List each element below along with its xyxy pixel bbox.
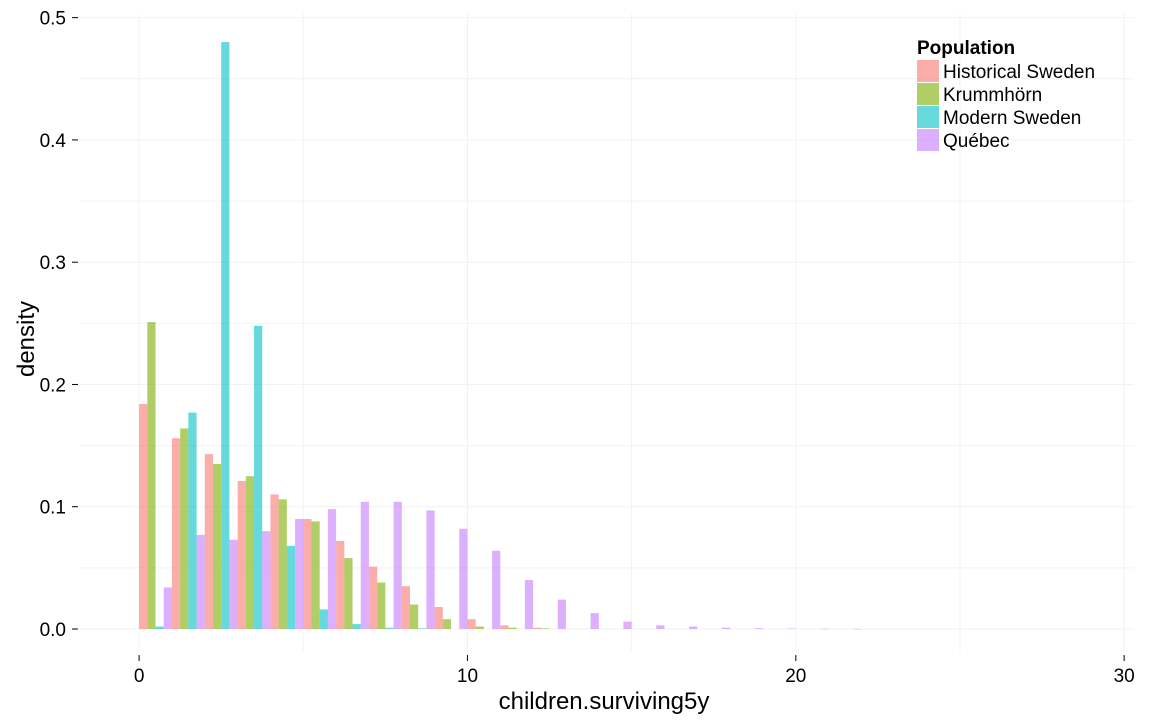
bar-modern-sweden-2	[221, 42, 230, 629]
bar-krummh-rn-1	[180, 428, 189, 629]
bar-qu-bec-20	[820, 628, 829, 630]
bar-krummh-rn-5	[311, 521, 320, 629]
y-tick-label: 0.4	[40, 131, 67, 152]
legend-label: Modern Sweden	[943, 108, 1081, 129]
bar-historical-sweden-1	[171, 438, 181, 629]
x-axis-title: children.surviving5y	[499, 688, 710, 715]
bar-qu-bec-12	[557, 599, 566, 629]
legend-title: Population	[917, 38, 1015, 59]
bar-qu-bec-14	[623, 621, 632, 629]
bar-qu-bec-4	[295, 518, 304, 629]
bar-historical-sweden-10	[467, 619, 476, 629]
bar-krummh-rn-6	[344, 558, 353, 629]
bar-qu-bec-16	[689, 626, 698, 629]
bar-qu-bec-2	[229, 539, 238, 629]
bar-qu-bec-5	[327, 509, 337, 629]
bar-qu-bec-19	[787, 628, 796, 630]
bar-historical-sweden-11	[500, 625, 509, 629]
x-tick-label: 30	[1114, 666, 1135, 687]
legend-key	[917, 60, 939, 82]
bar-krummh-rn-0	[147, 322, 156, 629]
bar-qu-bec-6	[360, 501, 369, 629]
bar-historical-sweden-8	[401, 586, 410, 629]
bars	[139, 42, 862, 630]
bar-qu-bec-17	[721, 627, 731, 629]
y-tick-label: 0.1	[40, 498, 66, 519]
bar-krummh-rn-11	[508, 627, 517, 629]
bar-modern-sweden-5	[319, 609, 328, 629]
bar-historical-sweden-3	[237, 481, 246, 629]
bar-historical-sweden-4	[270, 494, 279, 629]
legend: Population Historical SwedenKrummhörnMod…	[917, 38, 1095, 152]
bar-modern-sweden-6	[352, 624, 361, 629]
x-tick-label: 10	[457, 666, 478, 687]
legend-label: Historical Sweden	[943, 62, 1095, 83]
legend-label: Krummhörn	[943, 85, 1042, 106]
bar-qu-bec-18	[754, 628, 763, 629]
bar-modern-sweden-7	[385, 627, 394, 629]
bar-krummh-rn-8	[409, 604, 419, 629]
bar-historical-sweden-12	[533, 627, 542, 629]
bar-qu-bec-10	[492, 550, 501, 629]
bar-krummh-rn-12	[541, 628, 550, 629]
bar-historical-sweden-6	[336, 540, 345, 629]
bar-modern-sweden-8	[418, 628, 427, 629]
bar-qu-bec-11	[524, 580, 534, 629]
y-tick-label: 0.2	[40, 375, 66, 396]
axes: 0 10 20 30 0.0 0.1 0.2 0.3 0.4 0.5	[40, 9, 1135, 687]
bar-qu-bec-21	[853, 628, 862, 630]
bar-modern-sweden-1	[188, 412, 197, 629]
legend-key	[917, 129, 939, 151]
bar-qu-bec-9	[459, 528, 468, 629]
bar-krummh-rn-7	[377, 582, 386, 629]
bar-historical-sweden-0	[139, 404, 148, 629]
bar-qu-bec-15	[656, 625, 665, 629]
bar-krummh-rn-2	[212, 463, 222, 629]
bar-historical-sweden-7	[368, 566, 378, 629]
bar-modern-sweden-0	[155, 626, 164, 629]
bar-qu-bec-7	[393, 501, 402, 629]
legend-key	[917, 106, 939, 128]
y-tick-label: 0.3	[40, 253, 66, 274]
y-axis-title: density	[13, 301, 40, 377]
bar-qu-bec-3	[262, 531, 271, 629]
legend-key	[917, 83, 939, 105]
bar-qu-bec-1	[196, 534, 205, 629]
bar-krummh-rn-3	[245, 476, 255, 629]
x-tick-label: 0	[134, 666, 145, 687]
bar-qu-bec-8	[426, 510, 435, 629]
bar-krummh-rn-9	[442, 619, 452, 629]
bar-historical-sweden-5	[303, 518, 312, 629]
bar-krummh-rn-4	[278, 499, 287, 629]
bar-krummh-rn-10	[475, 626, 484, 629]
bar-modern-sweden-4	[286, 545, 296, 629]
bar-historical-sweden-2	[204, 454, 213, 629]
y-tick-label: 0.0	[40, 620, 66, 641]
x-tick-label: 20	[785, 666, 806, 687]
bar-modern-sweden-3	[254, 325, 263, 629]
y-tick-label: 0.5	[40, 9, 66, 30]
bar-qu-bec-13	[590, 613, 599, 629]
bar-historical-sweden-9	[434, 606, 443, 629]
legend-label: Québec	[943, 131, 1010, 152]
bar-qu-bec-0	[163, 587, 172, 629]
